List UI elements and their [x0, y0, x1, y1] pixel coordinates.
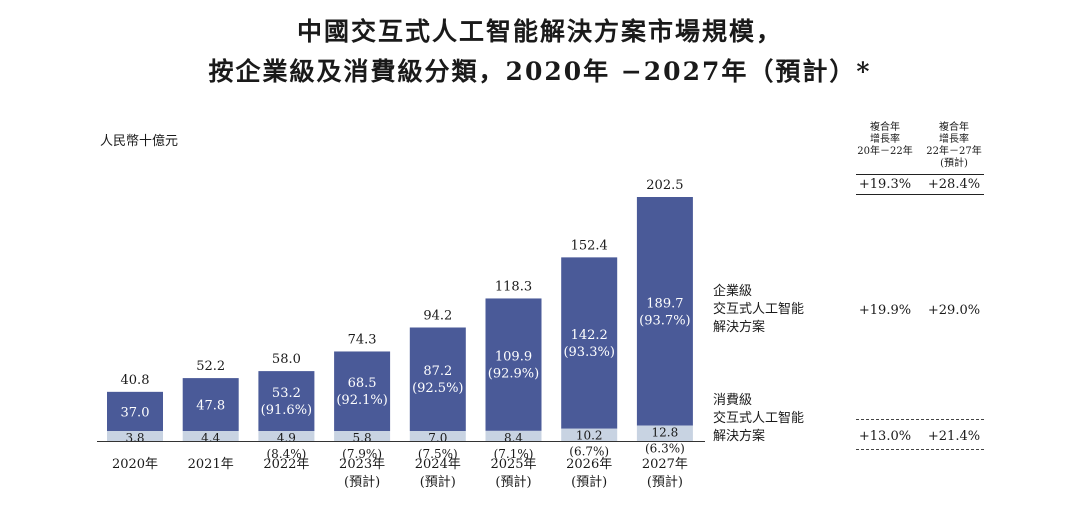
- total-label-1: 52.2: [196, 359, 225, 374]
- bar-consumer-3: [334, 431, 391, 441]
- enterprise-share-7: (93.7%): [639, 313, 690, 328]
- consumer-value-4: 7.0: [428, 431, 447, 445]
- x-tick-sublabel-7: (預計): [647, 474, 683, 490]
- cagr-total-2022-2027: +28.4%: [927, 177, 981, 192]
- consumer-share-6: (6.7%): [569, 445, 609, 459]
- legend-enterprise: 企業級 交互式人工智能 解決方案: [713, 284, 805, 335]
- chart-title-line2: 按企業級及消費級分類，2020年 −2027年（預計）*: [208, 57, 872, 86]
- consumer-value-5: 8.4: [504, 431, 523, 445]
- consumer-share-5: (7.1%): [494, 447, 534, 461]
- y-unit-label: 人民幣十億元: [100, 134, 179, 149]
- x-tick-sublabel-6: (預計): [571, 474, 607, 490]
- total-label-7: 202.5: [646, 178, 683, 193]
- cagr-total-2020-2022: +19.3%: [858, 177, 912, 192]
- cagr-divider-consumer: [856, 419, 984, 420]
- bar-consumer-2: [258, 431, 315, 441]
- consumer-share-4: (7.5%): [418, 447, 458, 461]
- consumer-share-7: (6.3%): [645, 442, 685, 456]
- bar-enterprise-3: [334, 351, 391, 431]
- consumer-value-3: 5.8: [353, 431, 372, 445]
- bar-enterprise-2: [258, 371, 315, 431]
- bar-consumer-4: [409, 431, 466, 441]
- enterprise-share-5: (92.9%): [488, 367, 539, 382]
- x-tick-label-0: 2020年: [112, 457, 158, 472]
- enterprise-share-4: (92.5%): [412, 381, 463, 396]
- enterprise-value-4: 87.2: [423, 364, 452, 379]
- bar-consumer-5: [485, 430, 542, 441]
- consumer-value-7: 12.8: [652, 426, 679, 440]
- enterprise-share-6: (93.3%): [563, 345, 614, 360]
- bar-consumer-0: [107, 431, 163, 441]
- enterprise-share-3: (92.1%): [336, 393, 387, 408]
- x-tick-label-7: 2027年: [642, 457, 688, 472]
- enterprise-value-2: 53.2: [272, 386, 301, 401]
- bar-enterprise-6: [561, 257, 618, 429]
- x-tick-sublabel-5: (預計): [495, 474, 531, 490]
- cagr-divider-total: [856, 194, 984, 195]
- x-tick-label-3: 2023年: [339, 457, 385, 472]
- x-tick-label-1: 2021年: [188, 457, 234, 472]
- consumer-value-2: 4.9: [277, 431, 296, 445]
- enterprise-value-0: 37.0: [121, 405, 150, 420]
- consumer-value-0: 3.8: [125, 431, 144, 445]
- enterprise-value-7: 189.7: [646, 296, 683, 311]
- bar-consumer-1: [182, 431, 239, 441]
- consumer-share-2: (8.4%): [266, 447, 306, 461]
- x-tick-sublabel-4: (預計): [420, 474, 456, 490]
- bar-consumer-6: [561, 428, 618, 441]
- cagr-header-2022-2027: 複合年 增長率 22年－27年 (預計): [926, 122, 982, 169]
- consumer-value-6: 10.2: [576, 429, 603, 443]
- enterprise-value-5: 109.9: [495, 350, 532, 365]
- total-label-0: 40.8: [121, 373, 150, 388]
- total-label-2: 58.0: [272, 352, 301, 367]
- legend-consumer: 消費級 交互式人工智能 解決方案: [713, 393, 805, 444]
- cagr-divider-bottom: [856, 449, 984, 450]
- enterprise-share-2: (91.6%): [261, 403, 312, 418]
- x-tick-label-6: 2026年: [566, 457, 612, 472]
- bar-consumer-7: [636, 425, 693, 441]
- bar-enterprise-0: [107, 391, 163, 431]
- enterprise-value-3: 68.5: [348, 376, 377, 391]
- bar-enterprise-1: [182, 378, 239, 431]
- x-tick-label-4: 2024年: [415, 457, 461, 472]
- cagr-enterprise-2020-2022: +19.9%: [858, 303, 912, 318]
- total-label-5: 118.3: [495, 279, 532, 294]
- x-tick-sublabel-3: (預計): [344, 474, 380, 490]
- bar-enterprise-4: [409, 327, 466, 431]
- x-tick-label-5: 2025年: [490, 457, 536, 472]
- cagr-enterprise-2022-2027: +29.0%: [927, 303, 981, 318]
- cagr-divider-top: [856, 174, 984, 175]
- enterprise-value-1: 47.8: [196, 399, 225, 414]
- total-label-6: 152.4: [571, 238, 608, 253]
- total-label-3: 74.3: [348, 332, 377, 347]
- consumer-value-1: 4.4: [201, 431, 220, 445]
- chart-title-line1: 中國交互式人工智能解決方案市場規模，: [296, 17, 783, 46]
- x-tick-label-2: 2022年: [263, 457, 309, 472]
- enterprise-value-6: 142.2: [571, 328, 608, 343]
- bar-enterprise-7: [636, 197, 693, 426]
- bar-enterprise-5: [485, 298, 542, 431]
- consumer-share-3: (7.9%): [342, 447, 382, 461]
- cagr-header-2020-2022: 複合年 增長率 20年－22年: [857, 122, 913, 157]
- cagr-consumer-2020-2022: +13.0%: [858, 429, 912, 444]
- total-label-4: 94.2: [423, 308, 452, 323]
- cagr-consumer-2022-2027: +21.4%: [927, 429, 981, 444]
